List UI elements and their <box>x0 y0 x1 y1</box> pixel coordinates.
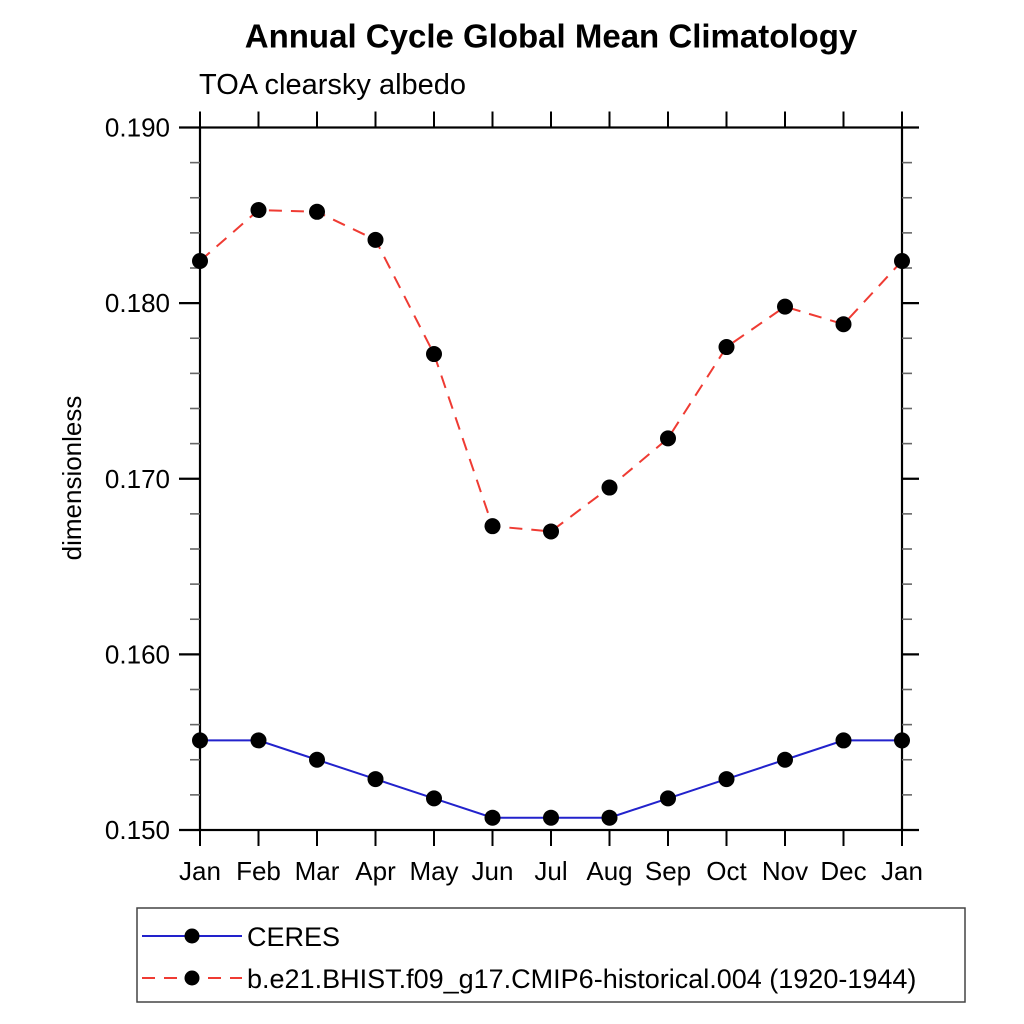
y-tick-label: 0.190 <box>105 113 170 143</box>
x-tick-label: Jun <box>472 856 514 886</box>
axes-frame: Jan Feb Mar Apr May Jun Jul Aug Sep Oct Nov Dec Jan 0… <box>105 111 923 886</box>
data-point-marker <box>894 732 910 749</box>
data-point-marker <box>660 790 676 807</box>
data-point-marker <box>309 751 325 768</box>
data-point-marker <box>250 732 267 749</box>
data-point-marker <box>777 298 793 315</box>
data-point-marker <box>777 751 793 768</box>
legend-box: CERES b.e21.BHIST.f09_g17.CMIP6-historica… <box>136 907 966 1003</box>
x-tick-label: Mar <box>295 856 340 886</box>
data-point-marker <box>660 430 676 447</box>
data-point-marker <box>250 202 267 219</box>
series-line-model <box>199 209 903 533</box>
x-tick-label: Nov <box>762 856 808 886</box>
data-point-marker <box>484 809 501 826</box>
x-tick-label: May <box>409 856 458 886</box>
data-point-marker <box>367 231 384 248</box>
data-point-marker <box>367 771 384 788</box>
plot-frame <box>198 126 904 832</box>
x-tick-label: Dec <box>820 856 866 886</box>
y-tick-label: 0.180 <box>105 288 170 318</box>
data-point-marker <box>835 732 852 749</box>
data-point-marker <box>601 479 618 496</box>
data-point-marker <box>718 339 735 356</box>
x-tick-label: Oct <box>706 856 747 886</box>
x-tick-label: Jul <box>534 856 567 886</box>
x-tick-label: Jan <box>881 856 923 886</box>
series-line-ceres <box>200 739 902 819</box>
data-point-marker <box>484 518 501 535</box>
legend-border <box>136 907 966 1003</box>
y-axis-title: dimensionless <box>57 396 87 561</box>
y-tick-label: 0.170 <box>105 464 170 494</box>
y-tick-label: 0.160 <box>105 639 170 669</box>
data-point-marker <box>309 203 325 220</box>
legend-marker <box>184 970 200 986</box>
data-point-marker <box>426 790 442 807</box>
data-point-marker <box>835 316 852 333</box>
x-tick-label: Jan <box>179 856 221 886</box>
data-point-marker <box>543 809 559 826</box>
chart-title: Annual Cycle Global Mean Climatology <box>245 18 858 55</box>
data-series-group <box>192 202 910 826</box>
data-point-marker <box>192 732 208 749</box>
legend-marker <box>184 928 200 944</box>
legend-label: CERES <box>247 922 340 952</box>
data-point-marker <box>426 346 442 363</box>
data-point-marker <box>718 771 735 788</box>
data-point-marker <box>192 252 208 269</box>
x-tick-label: Sep <box>645 856 691 886</box>
data-point-marker <box>543 523 559 540</box>
x-tick-label: Aug <box>586 856 632 886</box>
x-tick-label: Apr <box>355 856 396 886</box>
y-tick-label: 0.150 <box>105 815 170 845</box>
x-tick-label: Feb <box>236 856 281 886</box>
chart-subtitle: TOA clearsky albedo <box>199 69 466 101</box>
legend-label: b.e21.BHIST.f09_g17.CMIP6-historical.004… <box>247 964 916 994</box>
data-point-marker <box>894 252 910 269</box>
data-point-marker <box>601 809 618 826</box>
